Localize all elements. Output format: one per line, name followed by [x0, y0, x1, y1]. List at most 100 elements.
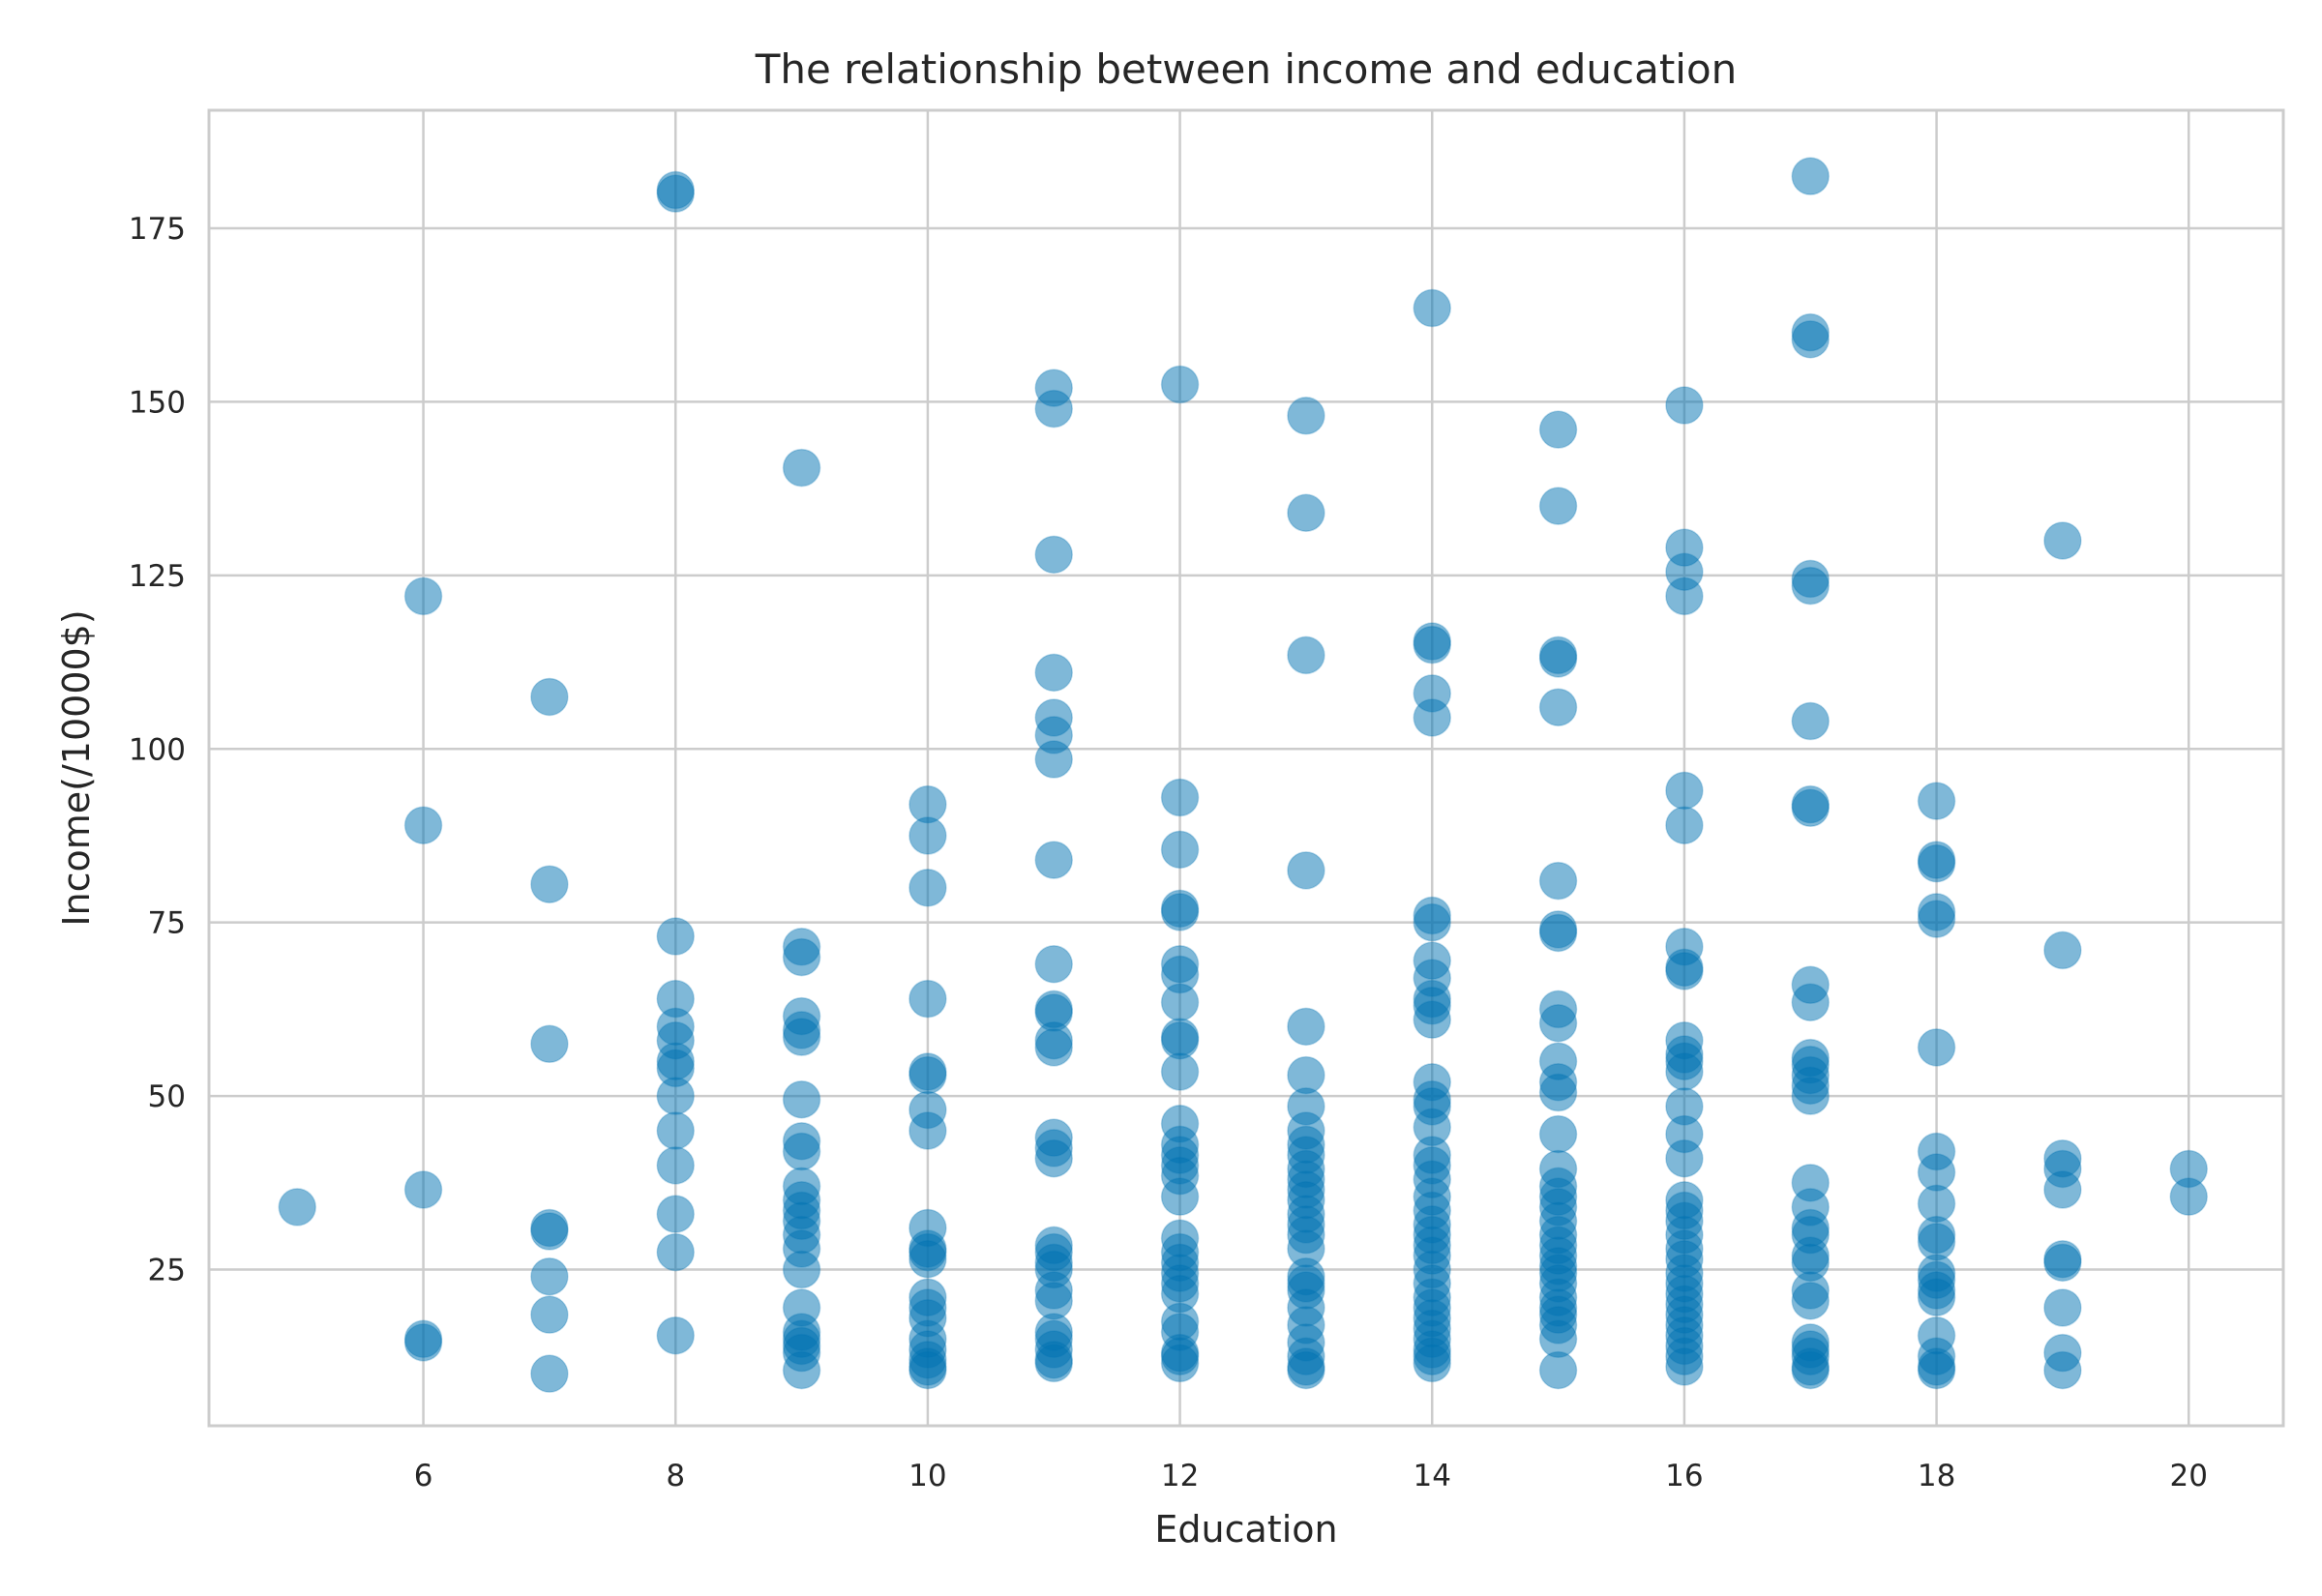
- data-point: [782, 1079, 821, 1119]
- data-point: [1034, 1138, 1073, 1178]
- y-axis-title: Income(/10000$): [55, 609, 98, 926]
- data-point: [2043, 1350, 2082, 1390]
- data-point: [656, 1111, 695, 1150]
- data-point: [1665, 1347, 1704, 1386]
- plot-area-frame: [207, 108, 2285, 1428]
- data-point: [403, 806, 443, 844]
- x-tick-label: 12: [1161, 1459, 1199, 1493]
- data-point: [656, 1232, 695, 1272]
- data-point: [530, 1212, 569, 1251]
- x-tick-label: 8: [666, 1459, 685, 1493]
- data-point: [1034, 535, 1073, 575]
- data-point: [1538, 913, 1578, 953]
- x-tick-label: 16: [1665, 1459, 1703, 1493]
- data-point: [1665, 386, 1704, 425]
- data-points: [278, 157, 2208, 1393]
- data-point: [1034, 944, 1073, 984]
- data-point: [1413, 288, 1451, 328]
- data-point: [1538, 1114, 1578, 1154]
- data-point: [1160, 1344, 1200, 1383]
- data-point: [1917, 782, 1956, 820]
- data-point: [1791, 1077, 1830, 1115]
- data-point: [1538, 410, 1578, 449]
- data-point: [1034, 841, 1073, 879]
- data-point: [2043, 1288, 2082, 1327]
- data-point: [1160, 830, 1200, 870]
- data-point: [530, 1256, 569, 1296]
- data-point: [1538, 1350, 1578, 1390]
- data-point: [1917, 843, 1956, 883]
- data-point: [656, 174, 695, 213]
- data-point: [2043, 1243, 2082, 1283]
- data-point: [1538, 487, 1578, 525]
- data-point: [908, 869, 947, 907]
- data-point: [1791, 566, 1830, 606]
- y-tick-label: 100: [129, 732, 186, 767]
- data-point: [1538, 1003, 1578, 1043]
- data-point: [908, 1350, 947, 1390]
- data-point: [1791, 1282, 1830, 1320]
- data-point: [2043, 931, 2082, 970]
- data-point: [1791, 157, 1830, 195]
- x-tick-label: 18: [1918, 1459, 1955, 1493]
- data-point: [782, 1250, 821, 1289]
- x-tick-label: 14: [1414, 1459, 1451, 1493]
- data-point: [1791, 1350, 1830, 1390]
- data-point: [403, 1323, 443, 1362]
- data-point: [1791, 983, 1830, 1021]
- data-point: [530, 1295, 569, 1334]
- data-point: [1287, 851, 1325, 890]
- data-point: [1287, 397, 1325, 435]
- data-point: [1413, 625, 1451, 665]
- data-point: [530, 865, 569, 903]
- data-point: [1413, 902, 1451, 942]
- data-point: [1287, 493, 1325, 533]
- data-point: [1791, 320, 1830, 359]
- data-point: [530, 677, 569, 717]
- x-tick-label: 6: [414, 1459, 433, 1493]
- data-point: [1160, 893, 1200, 931]
- grid-lines: [209, 110, 2283, 1426]
- data-point: [656, 1146, 695, 1185]
- data-point: [1413, 1344, 1451, 1383]
- data-point: [1917, 1028, 1956, 1067]
- chart-title: The relationship between income and educ…: [755, 45, 1738, 93]
- data-point: [782, 937, 821, 977]
- x-tick-label: 10: [908, 1459, 946, 1493]
- data-point: [1665, 806, 1704, 844]
- data-point: [530, 1024, 569, 1064]
- data-point: [908, 979, 947, 1019]
- y-tick-label: 125: [129, 559, 186, 594]
- data-point: [1665, 576, 1704, 616]
- data-point: [1791, 701, 1830, 741]
- data-point: [403, 576, 443, 616]
- data-point: [1034, 1344, 1073, 1383]
- data-point: [2169, 1177, 2208, 1216]
- data-point: [1160, 778, 1200, 817]
- data-point: [1413, 1000, 1451, 1039]
- data-point: [1287, 1350, 1325, 1390]
- data-point: [1034, 653, 1073, 693]
- data-point: [1034, 1028, 1073, 1067]
- data-point: [1917, 1278, 1956, 1316]
- data-point: [782, 1132, 821, 1171]
- data-point: [782, 1350, 821, 1390]
- data-point: [1665, 1138, 1704, 1178]
- data-point: [1287, 635, 1325, 675]
- data-point: [1665, 1052, 1704, 1091]
- data-point: [278, 1188, 316, 1227]
- data-point: [656, 1315, 695, 1355]
- data-point: [1538, 688, 1578, 726]
- data-point: [908, 1111, 947, 1150]
- data-point: [908, 1240, 947, 1279]
- data-point: [1538, 639, 1578, 678]
- data-point: [2043, 1170, 2082, 1209]
- data-point: [1665, 952, 1704, 990]
- data-point: [782, 448, 821, 488]
- data-point: [1917, 1350, 1956, 1390]
- data-point: [1287, 1007, 1325, 1047]
- y-tick-label: 50: [148, 1079, 186, 1114]
- x-tick-labels: 6 8 10 12 14 16 18 20: [414, 1459, 2208, 1493]
- data-point: [403, 1170, 443, 1209]
